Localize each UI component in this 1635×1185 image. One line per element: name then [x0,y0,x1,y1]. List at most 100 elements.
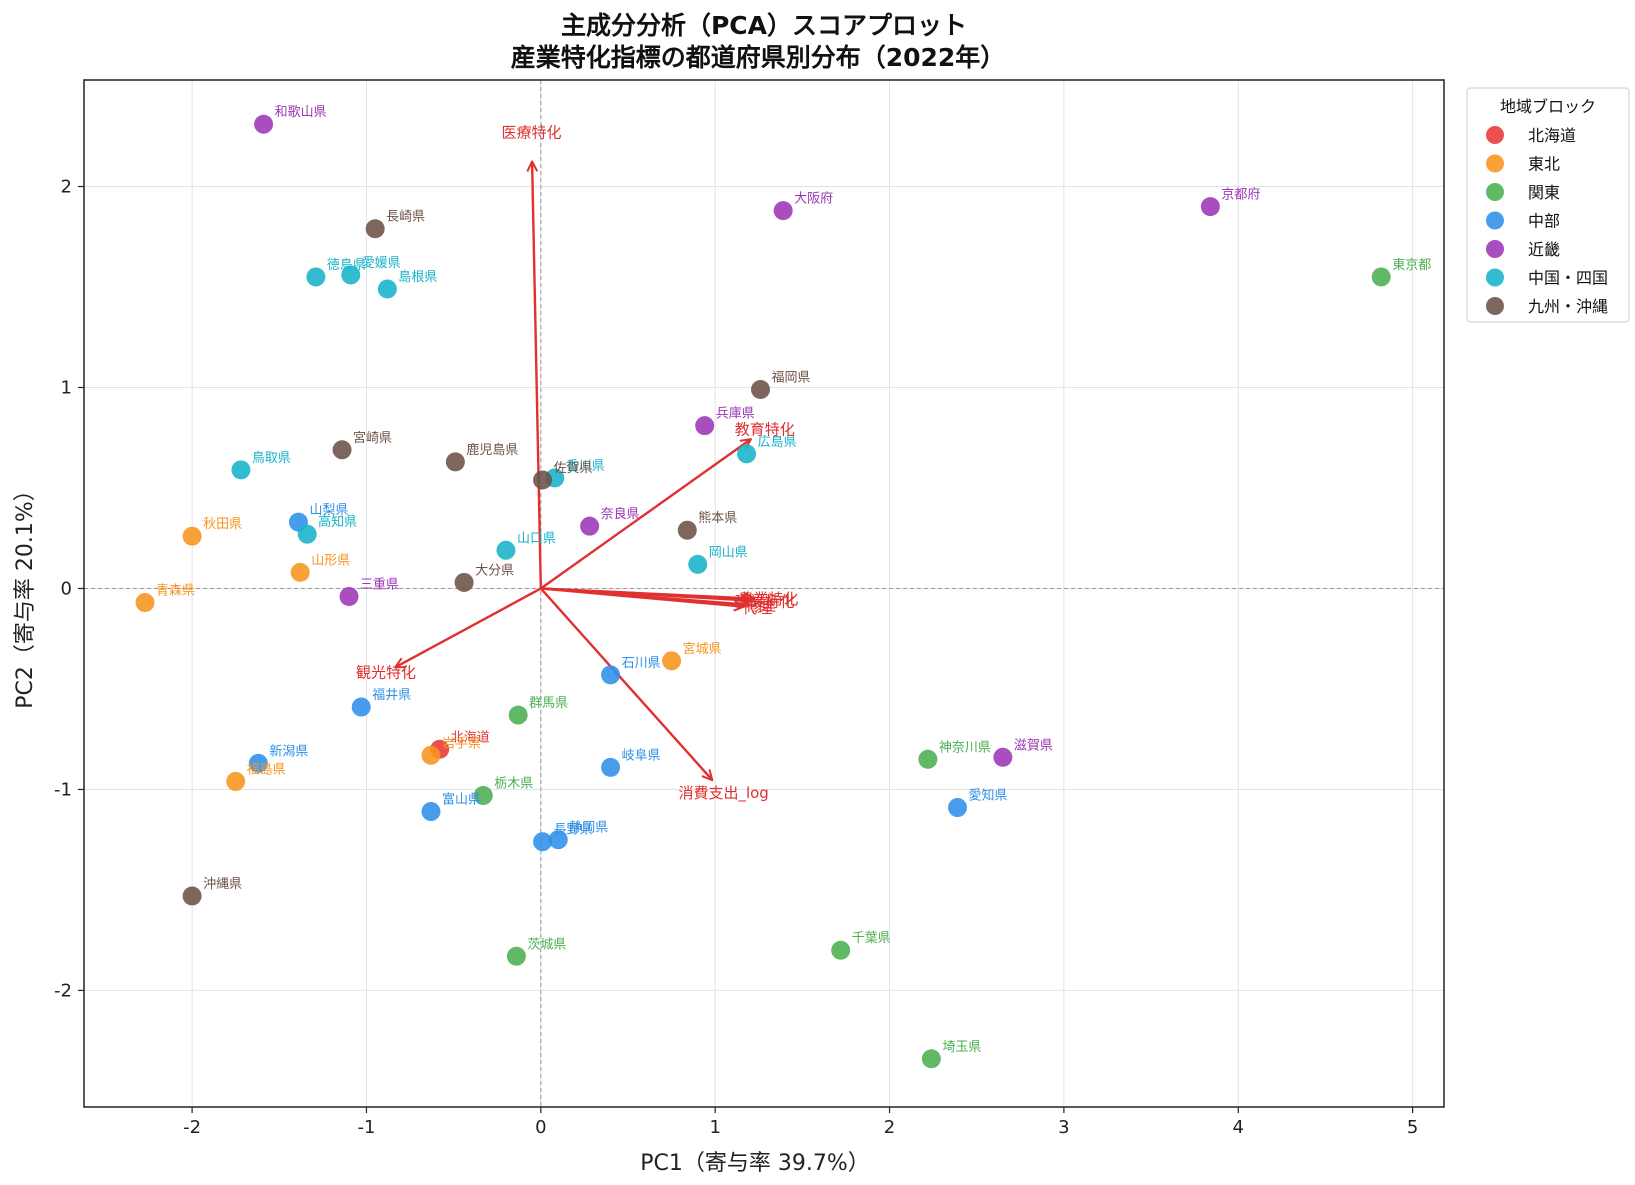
score-point [688,554,708,574]
loading-label: 医療特化 [501,124,561,142]
score-point [533,832,553,852]
point-label: 石川県 [622,656,661,671]
score-point [695,416,715,436]
score-point [601,757,621,777]
loading-arrow [540,587,743,606]
score-point [297,524,317,544]
y-tick-label: -2 [54,980,72,1001]
y-axis-label: PC2（寄与率 20.1%） [13,479,38,709]
point-label: 佐賀県 [554,461,593,476]
point-label: 長崎県 [386,210,425,225]
x-tick-label: 2 [884,1117,895,1138]
loading-label: 建設特化 [735,592,795,610]
point-label: 福島県 [247,762,286,777]
point-label: 大分県 [475,563,514,578]
loading-vectors [396,162,753,779]
legend-marker [1486,268,1504,287]
loading-arrow [396,587,542,666]
chart-subtitle: 産業特化指標の都道府県別分布（2022年） [511,43,1006,72]
loading-label: 農業特化 [738,590,798,608]
loading-label: 教育特化 [735,420,795,438]
score-point [948,798,968,818]
score-point [548,830,568,850]
point-label: 新潟県 [269,743,308,759]
score-point [1200,197,1220,217]
point-label: 鳥取県 [252,451,291,466]
point-label: 広島県 [758,435,797,450]
point-label: 山梨県 [309,503,348,518]
legend-marker [1486,240,1504,258]
x-tick-label: 4 [1233,1117,1244,1138]
point-label: 高知県 [318,514,357,530]
x-tick-label: 5 [1407,1117,1418,1138]
loading-label: 代理 [742,599,772,617]
point-label: 青森県 [156,584,195,599]
x-tick-label: 3 [1058,1117,1069,1138]
score-point [506,946,526,966]
score-point [677,520,697,540]
point-label: 岐阜県 [622,747,661,763]
point-label: 宮崎県 [353,430,392,446]
point-label: 熊本県 [698,510,737,526]
point-label: 東京都 [1392,257,1431,273]
loading-label: 観光特化 [356,663,416,681]
point-label: 静岡県 [569,821,608,836]
loading-label: 修理 [746,597,776,615]
legend-entry-label: 北海道 [1528,126,1576,145]
score-point [365,219,385,239]
point-label: 徳島県 [327,258,366,273]
score-point [580,516,600,536]
loading-arrow [532,162,543,589]
point-label: 山口県 [517,531,556,546]
legend-marker [1486,183,1504,201]
zero-lines [84,80,1444,1107]
point-label: 福井県 [372,688,411,703]
point-label: 愛知県 [969,788,1008,804]
point-label: 北海道 [451,730,490,745]
x-axis-label: PC1（寄与率 39.7%） [640,1151,870,1176]
legend-entry-label: 東北 [1528,155,1560,174]
legend-marker [1486,154,1504,173]
score-point [306,267,326,287]
legend-entry-label: 関東 [1528,183,1560,202]
score-point [662,651,682,671]
score-point [993,747,1013,767]
point-label: 栃木県 [494,776,533,791]
score-point [341,265,361,285]
point-label: 大阪府 [794,192,833,207]
score-point [601,665,621,685]
x-tick-label: 0 [535,1117,546,1138]
chart-title: 主成分分析（PCA）スコアプロット [561,11,967,40]
point-label: 岩手県 [442,736,481,751]
point-label: 奈良県 [601,506,640,522]
score-point [377,279,397,299]
point-label: 長野県 [554,823,593,838]
score-point [351,697,371,717]
legend-entry-label: 九州・沖縄 [1528,297,1608,316]
x-axis-ticks: -2 -1 0 1 2 3 4 5 [183,1107,1418,1138]
score-point [231,460,251,480]
legend-marker [1486,126,1504,144]
point-label: 山形県 [311,553,350,568]
score-point [918,749,938,769]
score-point [454,572,474,592]
y-tick-label: -1 [54,779,72,800]
plot-frame [83,79,1445,1108]
score-point [248,753,268,773]
score-point [508,705,528,725]
y-tick-label: 0 [61,578,72,599]
point-label: 鹿児島県 [466,442,518,458]
score-point [737,444,757,464]
point-label: 千葉県 [852,931,891,946]
score-point [773,201,793,221]
score-point [339,587,359,607]
score-point [226,771,246,791]
x-tick-label: 1 [709,1117,720,1138]
point-label: 埼玉県 [942,1040,981,1055]
legend-entry-label: 中国・四国 [1528,269,1608,288]
y-tick-label: 1 [61,377,72,398]
point-label: 和歌山県 [275,105,327,120]
score-point [751,380,771,400]
point-label: 岡山県 [709,545,748,560]
